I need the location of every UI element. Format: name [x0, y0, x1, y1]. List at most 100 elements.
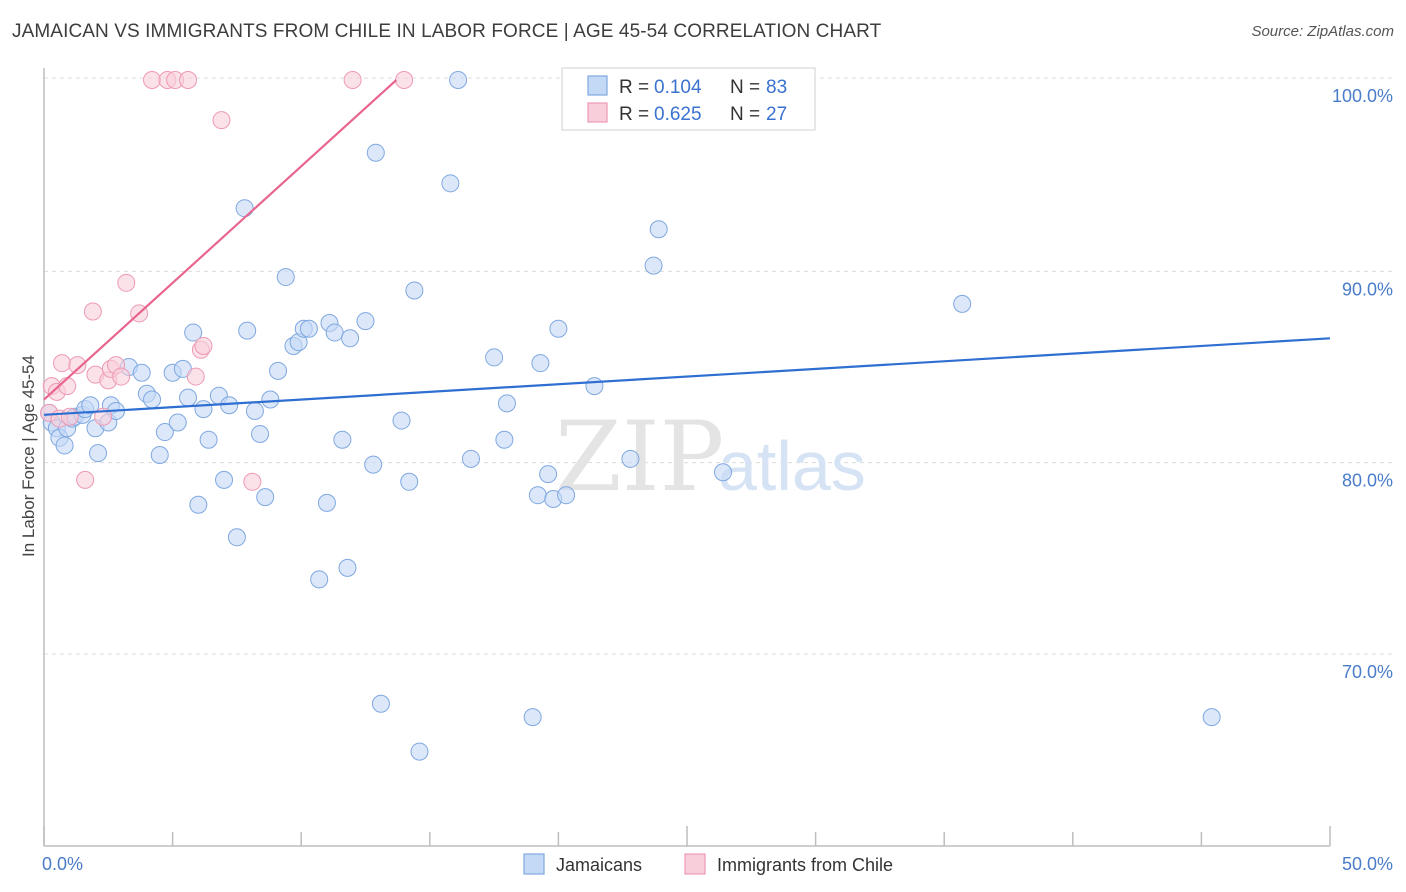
- chile-point-25: [212, 111, 231, 130]
- jamaicans-point-66: [497, 394, 516, 413]
- jamaicans-point-45: [299, 319, 318, 338]
- chile-point-22: [186, 367, 205, 386]
- jamaicans-point-54: [364, 455, 383, 474]
- y-tick-label-100: 100.0%: [1332, 86, 1393, 106]
- chile-points: [40, 71, 414, 491]
- chile-point-6: [60, 407, 79, 426]
- stats-legend-r-label-1: R =: [619, 77, 649, 98]
- jamaicans-point-65: [495, 430, 514, 449]
- jamaicans-point-23: [168, 413, 187, 432]
- stats-legend-n-value-2: 27: [766, 104, 787, 125]
- jamaicans-point-35: [238, 321, 257, 340]
- jamaicans-point-69: [531, 354, 550, 373]
- jamaicans-point-77: [649, 220, 668, 239]
- y-tick-label-80: 80.0%: [1342, 471, 1393, 491]
- y-axis-label: In Labor Force | Age 45-54: [19, 355, 38, 557]
- stats-legend-swatch-blue: [587, 75, 608, 96]
- chile-trend-line: [43, 79, 398, 401]
- jamaicans-point-38: [256, 488, 275, 507]
- jamaicans-point-62: [449, 71, 468, 89]
- jamaicans-point-26: [184, 323, 203, 342]
- jamaicans-point-25: [179, 388, 198, 407]
- jamaicans-point-34: [235, 199, 254, 218]
- jamaicans-point-68: [528, 486, 547, 505]
- jamaicans-point-81: [953, 294, 972, 313]
- jamaicans-point-74: [585, 377, 604, 396]
- series-legend: Jamaicans Immigrants from Chile: [523, 853, 893, 875]
- jamaicans-point-39: [261, 390, 280, 409]
- jamaicans-point-29: [199, 430, 218, 449]
- stats-legend-r-value-2: 0.625: [654, 104, 702, 125]
- jamaicans-point-36: [245, 402, 264, 421]
- jamaicans-point-56: [371, 694, 390, 713]
- chile-point-7: [68, 356, 87, 375]
- chart-source: Source: ZipAtlas.com: [1251, 23, 1394, 40]
- jamaicans-point-58: [400, 472, 419, 491]
- chile-point-21: [179, 71, 198, 89]
- chile-point-24: [194, 336, 213, 355]
- series-legend-label-chile: Immigrants from Chile: [717, 855, 893, 875]
- jamaicans-point-55: [366, 143, 385, 162]
- jamaicans-point-28: [194, 400, 213, 419]
- jamaicans-point-59: [405, 281, 424, 300]
- jamaicans-point-76: [644, 256, 663, 275]
- jamaicans-point-40: [269, 361, 288, 380]
- trend-lines: [43, 79, 1331, 416]
- watermark-atlas: atlas: [718, 427, 866, 505]
- y-tick-label-70: 70.0%: [1342, 662, 1393, 682]
- series-legend-label-jamaicans: Jamaicans: [556, 855, 642, 875]
- jamaicans-point-75: [621, 449, 640, 468]
- jamaicans-point-17: [132, 363, 151, 382]
- stats-legend-swatch-pink: [587, 102, 608, 123]
- stats-legend-r-value-1: 0.104: [654, 77, 702, 98]
- watermark: ZIP atlas: [555, 401, 866, 513]
- jamaicans-point-63: [461, 449, 480, 468]
- jamaicans-point-67: [523, 708, 542, 727]
- stats-legend-r-label-2: R =: [619, 104, 649, 125]
- chile-point-28: [395, 71, 414, 89]
- jamaicans-point-46: [310, 570, 329, 589]
- jamaicans-point-52: [341, 329, 360, 348]
- jamaicans-point-57: [392, 411, 411, 430]
- jamaicans-point-61: [441, 174, 460, 193]
- jamaicans-point-72: [549, 319, 568, 338]
- jamaicans-point-19: [143, 390, 162, 409]
- stats-legend-n-label-1: N =: [730, 77, 760, 98]
- jamaicans-point-47: [317, 493, 336, 512]
- y-tick-label-90: 90.0%: [1342, 279, 1393, 299]
- jamaicans-point-41: [276, 268, 295, 287]
- y-tick-labels: 70.0% 80.0% 90.0% 100.0%: [1332, 86, 1393, 682]
- x-tick-label-max: 50.0%: [1342, 854, 1393, 874]
- jamaicans-point-49: [325, 323, 344, 342]
- chile-point-4: [53, 354, 72, 373]
- jamaicans-point-50: [333, 430, 352, 449]
- jamaicans-point-31: [215, 470, 234, 489]
- jamaicans-point-10: [81, 396, 100, 415]
- jamaicans-point-20: [150, 446, 169, 465]
- jamaicans-point-82: [1202, 708, 1221, 727]
- x-tick-label-min: 0.0%: [42, 854, 83, 874]
- chile-point-5: [58, 377, 77, 396]
- chile-point-9: [83, 302, 102, 321]
- stats-legend-n-value-1: 83: [766, 77, 787, 98]
- jamaicans-point-4: [55, 436, 74, 455]
- x-ticks: [43, 826, 1331, 846]
- jamaicans-point-73: [557, 486, 576, 505]
- jamaicans-point-78: [714, 463, 733, 482]
- jamaicans-point-70: [539, 465, 558, 484]
- chile-point-16: [117, 273, 136, 292]
- stats-legend: R = 0.104 N = 83 R = 0.625 N = 27: [561, 67, 816, 131]
- jamaicans-point-64: [485, 348, 504, 367]
- jamaicans-point-51: [338, 558, 357, 577]
- jamaicans-point-33: [227, 528, 246, 547]
- grid-lines: [44, 77, 1395, 655]
- chile-point-8: [76, 470, 95, 489]
- chile-point-18: [143, 71, 162, 89]
- chile-point-26: [243, 472, 262, 491]
- stats-legend-n-label-2: N =: [730, 104, 760, 125]
- jamaicans-trend-line: [43, 337, 1331, 416]
- jamaicans-point-12: [89, 444, 108, 463]
- series-legend-swatch-jamaicans: [523, 853, 545, 875]
- jamaicans-point-60: [410, 742, 429, 761]
